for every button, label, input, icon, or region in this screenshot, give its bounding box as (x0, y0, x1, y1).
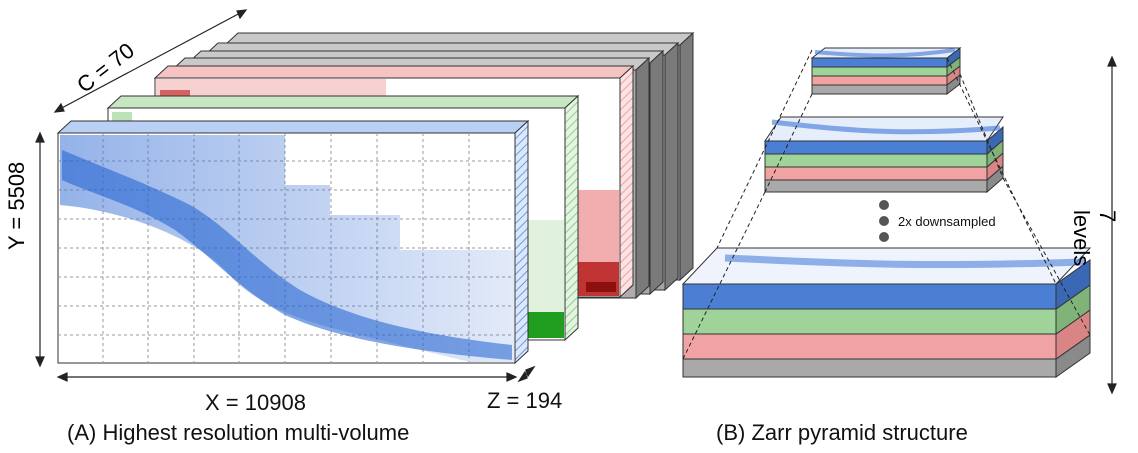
blue-tissue-region (60, 135, 514, 362)
ellipsis-dots (879, 200, 889, 242)
dimension-arrows (35, 9, 536, 383)
panel-b-caption: (B) Zarr pyramid structure (716, 420, 968, 445)
pyramid-dashed-lines (682, 49, 1091, 360)
levels-label: 7 levels (1069, 210, 1120, 267)
downsample-label: 2x downsampled (898, 214, 996, 229)
blue-channel-volume (56, 119, 530, 365)
pyramid-level-top (810, 46, 962, 96)
y-dimension-label: Y = 5508 (4, 161, 29, 250)
pyramid-level-bottom (681, 247, 1092, 378)
levels-arrow (1107, 55, 1117, 395)
x-dimension-label: X = 10908 (205, 390, 306, 415)
panel-a-caption: (A) Highest resolution multi-volume (67, 420, 410, 445)
pyramid-level-middle (764, 116, 1004, 194)
z-dimension-label: Z = 194 (487, 388, 563, 413)
